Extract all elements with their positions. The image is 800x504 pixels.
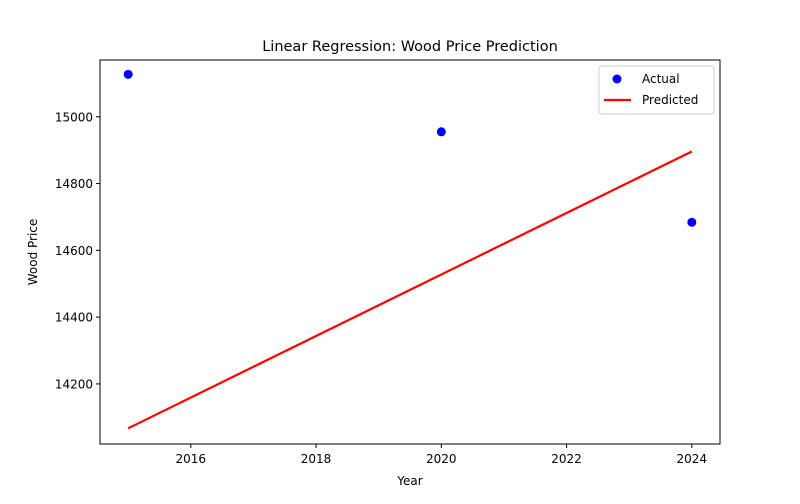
legend-actual-marker <box>612 74 622 84</box>
y-tick-label: 15000 <box>55 110 93 124</box>
x-tick-label: 2024 <box>677 452 708 466</box>
chart-title: Linear Regression: Wood Price Prediction <box>262 39 558 55</box>
y-tick-label: 14400 <box>55 311 93 325</box>
x-tick-label: 2022 <box>551 452 582 466</box>
y-tick-label: 14600 <box>55 244 93 258</box>
actual-point <box>123 69 133 79</box>
legend-actual-label: Actual <box>642 72 680 86</box>
y-axis-label: Wood Price <box>26 219 40 286</box>
x-axis-label: Year <box>396 474 422 488</box>
x-tick-label: 2016 <box>176 452 207 466</box>
y-axis: 14200 14400 14600 14800 15000 <box>55 110 100 391</box>
legend-predicted-label: Predicted <box>642 93 698 107</box>
actual-point <box>687 217 697 227</box>
x-tick-label: 2018 <box>301 452 332 466</box>
actual-point <box>436 127 446 137</box>
y-tick-label: 14200 <box>55 377 93 391</box>
plot-frame <box>99 59 721 445</box>
series-layer <box>123 69 697 430</box>
legend-box <box>598 65 715 115</box>
y-tick-label: 14800 <box>55 177 93 191</box>
predicted-line <box>127 150 693 430</box>
legend: Actual Predicted <box>598 65 715 115</box>
x-axis: 2016 2018 2020 2022 2024 <box>176 444 708 466</box>
x-tick-label: 2020 <box>426 452 457 466</box>
plot-area <box>99 59 721 445</box>
